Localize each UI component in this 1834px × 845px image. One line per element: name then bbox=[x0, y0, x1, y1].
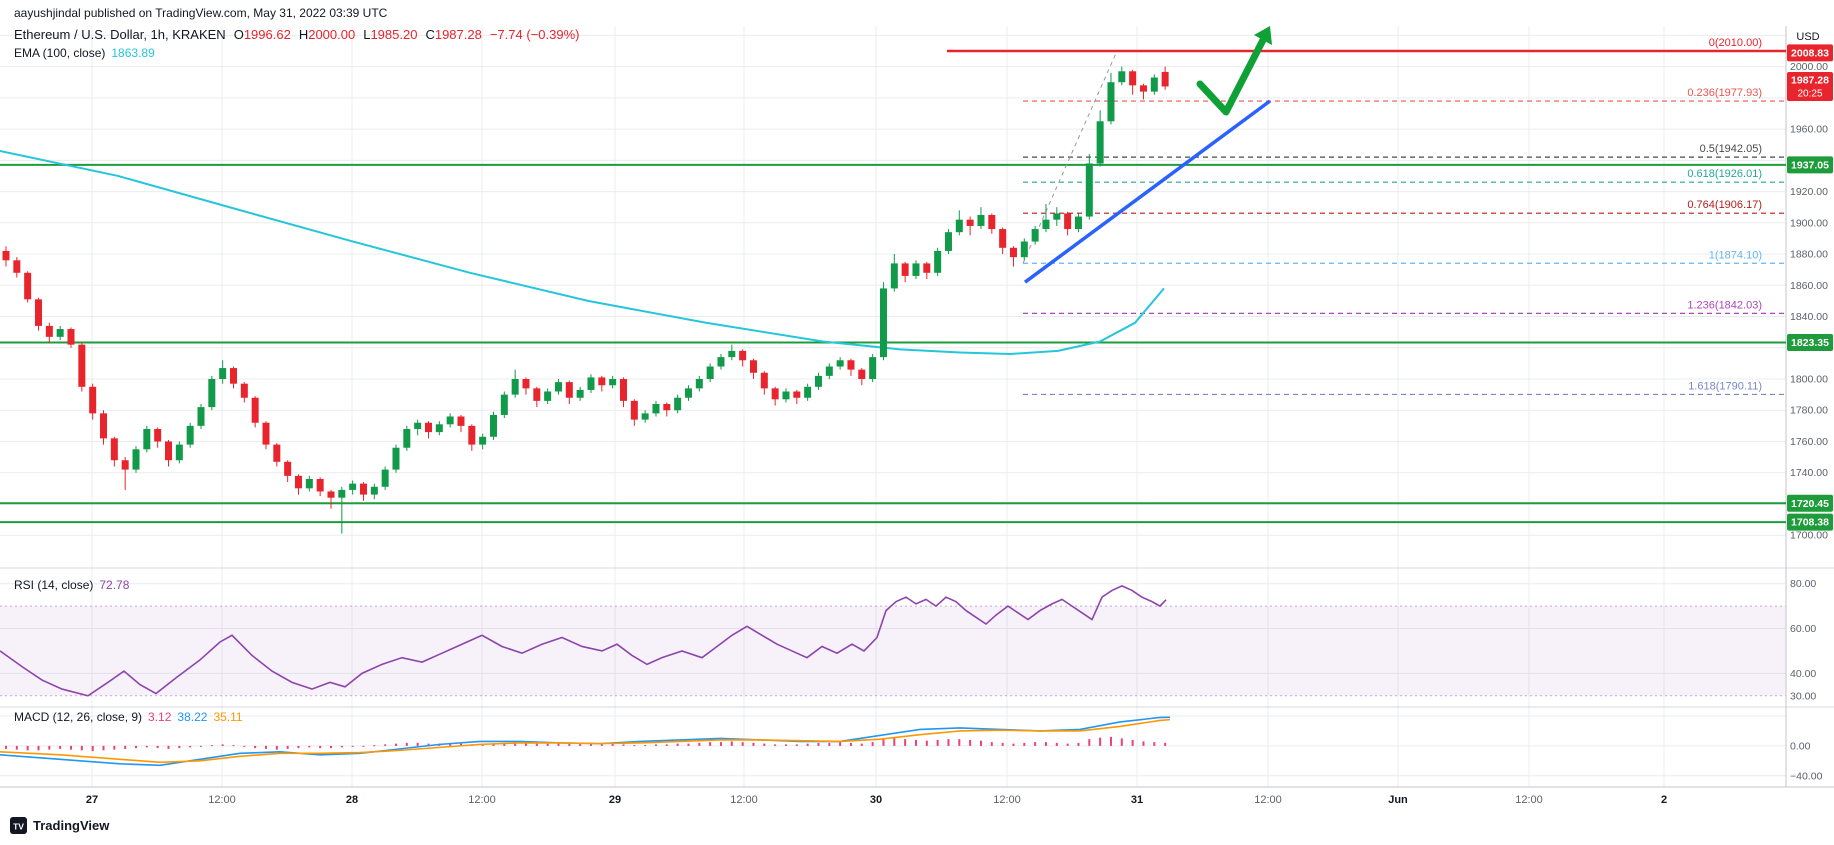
macd-tick-label: 0.00 bbox=[1790, 740, 1811, 752]
ema-legend-value: 1863.89 bbox=[111, 46, 155, 60]
fib-label: 0.5(1942.05) bbox=[1700, 143, 1762, 155]
svg-text:1937.05: 1937.05 bbox=[1791, 159, 1829, 171]
rsi-tick-label: 80.00 bbox=[1790, 578, 1816, 590]
symbol-legend: Ethereum / U.S. Dollar, 1h, KRAKEN O1996.… bbox=[14, 27, 579, 42]
price-tick-label: 1800.00 bbox=[1790, 374, 1828, 386]
rsi-tick-label: 40.00 bbox=[1790, 668, 1816, 680]
fib-connector bbox=[1022, 50, 1118, 264]
price-tick-label: 1740.00 bbox=[1790, 467, 1828, 479]
candle-series bbox=[2, 66, 1169, 534]
fib-retracement[interactable]: 0(2010.00) 0.236(1977.93) 0.5(1942.05) 0.61… bbox=[947, 37, 1786, 396]
macd-legend-label: MACD (12, 26, close, 9) bbox=[14, 710, 143, 724]
time-axis[interactable]: 27 12:00 28 12:00 29 12:00 30 12:00 31 12:00 Jun 12… bbox=[86, 794, 1667, 806]
macd-signal-line bbox=[0, 718, 1171, 764]
fib-label: 0.764(1906.17) bbox=[1687, 199, 1762, 211]
fib-label: 0.618(1926.01) bbox=[1687, 168, 1762, 180]
time-tick-label: 2 bbox=[1661, 794, 1667, 806]
ohlc-change-value: −7.74 (−0.39%) bbox=[489, 27, 580, 42]
currency-label: USD bbox=[1796, 31, 1819, 43]
macd-legend[interactable]: MACD (12, 26, close, 9) 3.12 38.22 35.11 bbox=[14, 710, 243, 724]
time-tick-label: Jun bbox=[1388, 794, 1408, 806]
macd-line bbox=[0, 716, 1171, 767]
ohlc-high-label: H bbox=[298, 27, 309, 42]
footer: TV TradingView bbox=[10, 817, 109, 834]
fib-label: 0.236(1977.93) bbox=[1687, 87, 1762, 99]
ohlc-low-value: 1985.20 bbox=[370, 27, 418, 42]
price-tick-label: 2000.00 bbox=[1790, 61, 1828, 73]
ohlc-open-label: O bbox=[233, 27, 244, 42]
ohlc-close-label: C bbox=[425, 27, 435, 42]
pane-separators bbox=[0, 26, 1834, 788]
buy-arrow[interactable] bbox=[1196, 26, 1272, 116]
time-tick-label: 28 bbox=[346, 794, 358, 806]
svg-text:1987.28: 1987.28 bbox=[1791, 74, 1829, 86]
rsi-line bbox=[0, 585, 1167, 697]
price-badge: 1937.05 bbox=[1787, 156, 1833, 174]
fib-label: 1(1874.10) bbox=[1709, 249, 1762, 261]
price-tick-label: 1920.00 bbox=[1790, 186, 1828, 198]
ema-line bbox=[0, 149, 1165, 356]
ohlc-low-label: L bbox=[363, 27, 371, 42]
price-badge: 1720.45 bbox=[1787, 494, 1833, 512]
price-tick-label: 1960.00 bbox=[1790, 124, 1828, 136]
symbol-title[interactable]: Ethereum / U.S. Dollar, 1h, KRAKEN bbox=[14, 27, 226, 42]
macd-tick-label: −40.00 bbox=[1790, 770, 1823, 782]
price-axis[interactable]: USD 2000.00 1960.00 1920.00 1900.00 1880.00 18… bbox=[1787, 31, 1833, 782]
ema-legend-label: EMA (100, close) bbox=[14, 46, 106, 60]
time-tick-label: 12:00 bbox=[730, 794, 758, 806]
fib-label: 0(2010.00) bbox=[1709, 37, 1762, 49]
time-tick-label: 12:00 bbox=[468, 794, 496, 806]
grid bbox=[0, 26, 1786, 787]
time-tick-label: 12:00 bbox=[993, 794, 1021, 806]
time-tick-label: 12:00 bbox=[208, 794, 236, 806]
fib-label: 1.236(1842.03) bbox=[1687, 299, 1762, 311]
price-tick-label: 1900.00 bbox=[1790, 217, 1828, 229]
price-badge: 1987.28 20:25 bbox=[1787, 71, 1833, 101]
macd-histogram-value: 3.12 bbox=[148, 710, 172, 724]
price-badge: 2008.83 bbox=[1787, 44, 1833, 62]
time-tick-label: 29 bbox=[609, 794, 621, 806]
price-tick-label: 1780.00 bbox=[1790, 405, 1828, 417]
price-tick-label: 1760.00 bbox=[1790, 436, 1828, 448]
rsi-band bbox=[0, 605, 1786, 697]
macd-histogram bbox=[5, 736, 1167, 752]
time-tick-label: 12:00 bbox=[1254, 794, 1282, 806]
support-lines[interactable] bbox=[0, 163, 1786, 524]
price-badge: 1823.35 bbox=[1787, 334, 1833, 352]
svg-text:TV: TV bbox=[13, 821, 24, 831]
price-tick-label: 1860.00 bbox=[1790, 280, 1828, 292]
price-badge: 1708.38 bbox=[1787, 513, 1833, 531]
time-tick-label: 27 bbox=[86, 794, 98, 806]
publish-header: aayushjindal published on TradingView.co… bbox=[14, 6, 388, 20]
price-tick-label: 1700.00 bbox=[1790, 530, 1828, 542]
rsi-tick-label: 60.00 bbox=[1790, 623, 1816, 635]
tradingview-logo-icon: TV bbox=[10, 817, 27, 834]
time-tick-label: 30 bbox=[870, 794, 882, 806]
ohlc-open-value: 1996.62 bbox=[243, 27, 291, 42]
ema-legend[interactable]: EMA (100, close) 1863.89 bbox=[14, 46, 155, 60]
ohlc-high-value: 2000.00 bbox=[308, 27, 356, 42]
ohlc-close-value: 1987.28 bbox=[434, 27, 482, 42]
trend-line[interactable] bbox=[1023, 99, 1272, 284]
time-tick-label: 31 bbox=[1131, 794, 1143, 806]
svg-text:2008.83: 2008.83 bbox=[1791, 47, 1829, 59]
rsi-legend-label: RSI (14, close) bbox=[14, 578, 94, 592]
svg-text:20:25: 20:25 bbox=[1797, 88, 1822, 99]
time-tick-label: 12:00 bbox=[1515, 794, 1543, 806]
price-tick-label: 1840.00 bbox=[1790, 311, 1828, 323]
svg-text:1720.45: 1720.45 bbox=[1791, 498, 1829, 510]
price-tick-label: 1880.00 bbox=[1790, 249, 1828, 261]
macd-line-value: 38.22 bbox=[177, 710, 208, 724]
svg-text:1708.38: 1708.38 bbox=[1791, 517, 1829, 529]
ohlc-readout: O1996.62 H2000.00 L1985.20 C1987.28 −7.74 (−… bbox=[226, 27, 580, 42]
rsi-legend[interactable]: RSI (14, close) 72.78 bbox=[14, 578, 129, 592]
macd-signal-value: 35.11 bbox=[213, 710, 243, 724]
svg-text:1823.35: 1823.35 bbox=[1791, 337, 1829, 349]
fib-label: 1.618(1790.11) bbox=[1688, 380, 1762, 392]
tradingview-logo[interactable]: TradingView bbox=[33, 818, 110, 833]
rsi-legend-value: 72.78 bbox=[99, 578, 130, 592]
rsi-tick-label: 30.00 bbox=[1790, 690, 1816, 702]
